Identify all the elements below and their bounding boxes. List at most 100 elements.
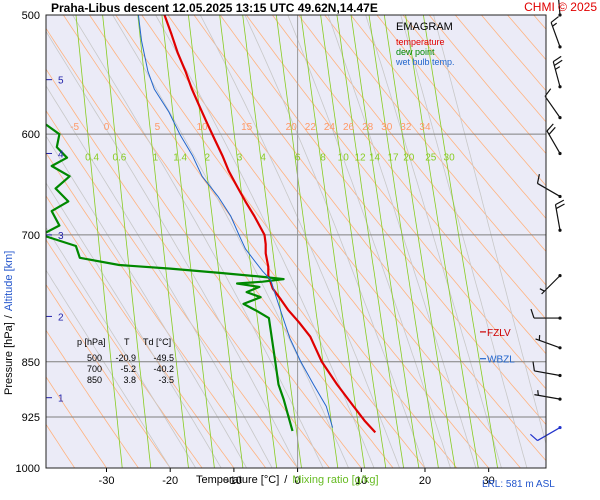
wind-barb (552, 55, 563, 89)
wind-barb (536, 174, 562, 199)
table-cell: -20.9 (115, 353, 136, 363)
altitude-tick-label: 1 (58, 394, 64, 405)
mixing-ratio-label: 25 (425, 152, 437, 163)
level-marker-label: WBZL (487, 355, 515, 366)
dry-adiabat-line (324, 15, 546, 286)
wind-barb-half-feather (555, 66, 561, 70)
mixing-ratio-line (188, 15, 244, 468)
wind-barb-feather (529, 433, 538, 442)
dry-adiabat-line (402, 15, 546, 187)
level-marker-label: FZLV (487, 328, 511, 339)
table-header-t: T (124, 337, 130, 347)
moist-adiabat-line (327, 15, 477, 468)
mixing-ratio-label: 0.4 (85, 152, 99, 163)
wetbulb-series-line (137, 15, 334, 428)
dry-adiabat-line (46, 195, 235, 468)
dry-adiabat-line (62, 15, 394, 468)
wind-barbs (529, 0, 565, 442)
wind-barb-shaft (535, 338, 561, 349)
mixing-ratio-line (423, 15, 498, 468)
moist-adiabat-line (155, 15, 375, 468)
profile-series (46, 15, 377, 434)
table-cell: -5.2 (120, 364, 136, 374)
mixing-ratio-line (275, 15, 339, 468)
table-cell: -40.2 (153, 364, 174, 374)
dry-adiabat-line (46, 376, 107, 468)
moist-adiabat-line (46, 269, 171, 468)
wind-barb-shaft (550, 22, 561, 48)
mixing-ratio-line (137, 15, 189, 468)
wind-barb-feather (548, 126, 556, 135)
wind-barb-shaft (544, 95, 561, 118)
table-cell: 700 (87, 364, 102, 374)
mixing-ratio-line (75, 15, 123, 468)
dry-adiabat-label: 15 (241, 122, 253, 133)
mixing-ratio-label: 14 (369, 152, 381, 163)
table-cell: 850 (87, 375, 102, 385)
wind-barb-shaft (537, 427, 561, 442)
dry-adiabat-line (46, 68, 330, 468)
wind-barb-shaft (534, 370, 561, 377)
mixing-ratio-line (368, 15, 439, 468)
wind-barb-shaft (558, 0, 561, 16)
temperature-series-line (163, 15, 377, 434)
wind-barb-feather (553, 59, 563, 66)
temperature-tick-label: -30 (99, 475, 115, 487)
dry-adiabat-line (193, 15, 546, 462)
legend-dewpoint: dew point (396, 47, 435, 57)
altitude-tick-label: 3 (58, 231, 64, 242)
mixing-ratio-label: 30 (444, 152, 456, 163)
mixing-ratio-label: 20 (403, 152, 415, 163)
mixing-ratio-label: 4 (260, 152, 266, 163)
wind-barb-half-feather (539, 288, 545, 292)
moist-adiabats (46, 15, 546, 468)
wind-barb-feather (555, 199, 565, 206)
dry-adiabat-label: 20 (286, 122, 298, 133)
dry-adiabat-line (46, 329, 139, 468)
y-axis-label: Pressure [hPa]/Altitude [km] (3, 251, 15, 395)
mixing-ratio-lines (75, 15, 498, 468)
dry-adiabat-line (376, 15, 546, 219)
dry-adiabat-label: 22 (305, 122, 317, 133)
launch-level-label: LRL: 581 m ASL (482, 479, 555, 490)
dry-adiabat-label: 5 (155, 122, 161, 133)
wind-barb (546, 123, 562, 156)
pressure-tick-label: 1000 (16, 463, 40, 475)
pressure-tick-label: 600 (22, 129, 40, 141)
wind-barb-shaft (537, 182, 561, 197)
moist-adiabat-line (72, 15, 324, 468)
mixing-ratio-line (320, 15, 387, 468)
mixing-ratio-label: 6 (295, 152, 301, 163)
wind-barb-feather (552, 55, 562, 63)
credit-label: CHMI © 2025 (524, 0, 597, 14)
chart-title: Praha-Libus descent 12.05.2025 13:15 UTC… (51, 1, 378, 15)
dry-adiabat-line (167, 15, 521, 468)
table-cell: 500 (87, 353, 102, 363)
dry-adiabat-label: 10 (196, 122, 208, 133)
moist-adiabat-line (400, 15, 528, 468)
dry-adiabat-label: 30 (381, 122, 393, 133)
moist-adiabat-line (244, 15, 426, 468)
temperature-tick-label: -10 (226, 475, 242, 487)
wind-barb (530, 308, 562, 320)
dry-adiabat-line (46, 239, 203, 468)
dry-adiabat-label: -5 (70, 122, 79, 133)
temperature-tick-label: 20 (419, 475, 431, 487)
dry-adiabat-line (219, 15, 546, 426)
dry-adiabat-label: 32 (400, 122, 412, 133)
table-cell: 3.8 (123, 375, 136, 385)
dry-adiabat-label: 28 (362, 122, 374, 133)
dry-adiabat-line (141, 15, 490, 468)
legend-wetbulb: wet bulb temp. (395, 57, 455, 67)
temperature-tick-label: 0 (295, 475, 301, 487)
table-cell: -49.5 (153, 353, 174, 363)
wind-barb-shaft (534, 394, 561, 400)
mixing-ratio-label: 12 (354, 152, 366, 163)
wind-barb-feather (530, 308, 535, 319)
mixing-ratio-label: 1 (153, 152, 159, 163)
mixing-ratio-label: 0.6 (112, 152, 126, 163)
wind-barb-half-feather (537, 390, 539, 396)
dry-adiabat-line (245, 15, 546, 390)
moist-adiabat-line (433, 15, 546, 446)
